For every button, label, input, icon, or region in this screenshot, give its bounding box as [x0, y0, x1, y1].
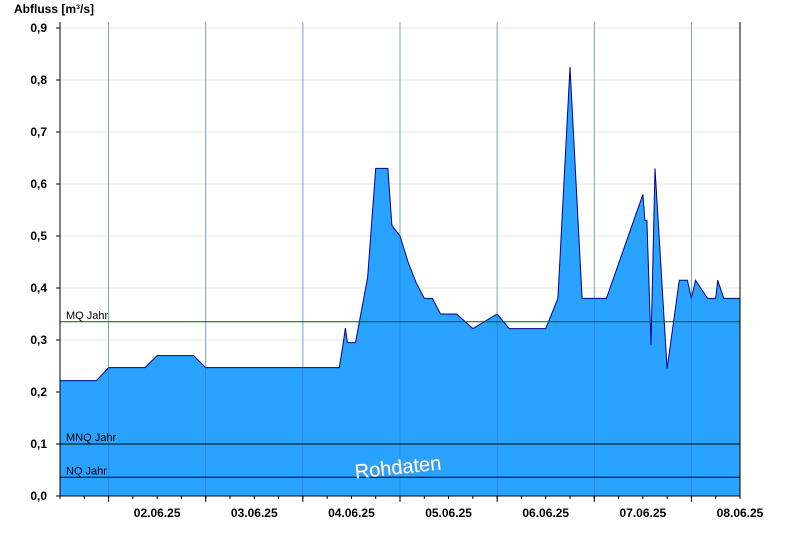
x-tick-label: 03.06.25	[231, 506, 278, 520]
y-tick-label: 0,0	[30, 489, 47, 503]
reference-line-label: MQ Jahr	[66, 310, 109, 322]
y-tick-label: 0,9	[30, 21, 47, 35]
reference-line-label: MNQ Jahr	[66, 432, 116, 444]
x-tick-label: 07.06.25	[619, 506, 666, 520]
y-tick-label: 0,5	[30, 229, 47, 243]
y-tick-label: 0,2	[30, 385, 47, 399]
reference-line-label: NQ Jahr	[66, 465, 107, 477]
x-tick-label: 02.06.25	[134, 506, 181, 520]
y-tick-label: 0,7	[30, 125, 47, 139]
y-axis-title: Abfluss [m³/s]	[14, 2, 94, 16]
y-tick-label: 0,3	[30, 333, 47, 347]
reference-lines: MQ Jahr MNQ Jahr NQ Jahr	[60, 310, 740, 478]
y-ticks: 0,0 0,1 0,2 0,3 0,4 0,5 0,6 0,7 0,8 0,9	[30, 21, 60, 503]
y-tick-label: 0,8	[30, 73, 47, 87]
x-tick-label: 04.06.25	[328, 506, 375, 520]
day-separators	[108, 22, 692, 496]
y-tick-label: 0,6	[30, 177, 47, 191]
y-tick-label: 0,4	[30, 281, 47, 295]
x-tick-label: 05.06.25	[425, 506, 472, 520]
x-tick-label: 06.06.25	[522, 506, 569, 520]
x-ticks: 02.06.25 03.06.25 04.06.25 05.06.25 06.06.25…	[59, 496, 764, 520]
x-tick-label: 08.06.25	[717, 506, 764, 520]
y-tick-label: 0,1	[30, 437, 47, 451]
